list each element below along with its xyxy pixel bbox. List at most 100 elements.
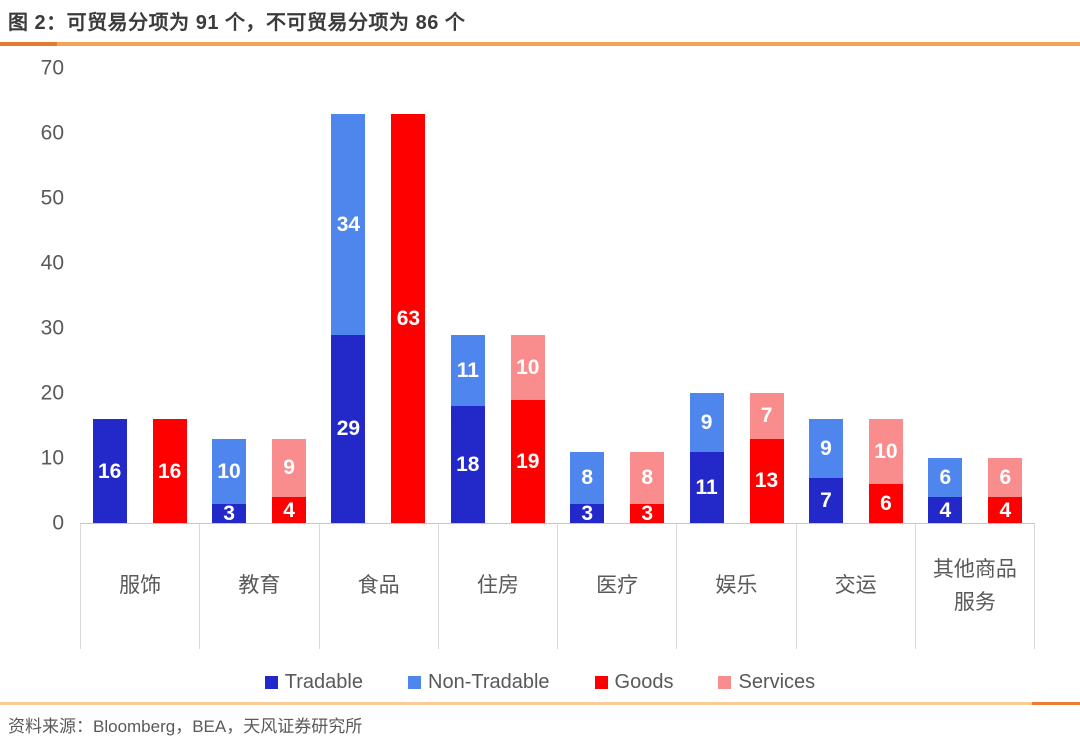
legend-label: Services	[738, 671, 816, 693]
chart-area: 0 10 20 30 40 50 60 70 16 16 3 10 4 9 29 34 63 18 11 19 10 3…	[0, 58, 1080, 534]
bar-value-label: 18	[456, 453, 480, 476]
bar-value-label: 7	[820, 488, 832, 512]
category-label: 医疗	[557, 524, 676, 649]
bar-segment: 10	[868, 419, 903, 484]
legend-swatch	[594, 676, 608, 689]
footer-rule	[0, 702, 1080, 705]
source-note: 资料来源：Bloomberg，BEA，天风证券研究所	[8, 717, 363, 736]
category-label: 服饰	[80, 524, 199, 649]
bar-value-label: 9	[700, 410, 713, 434]
figure-header: 图 2：可贸易分项为 91 个，不可贸易分项为 86 个	[0, 0, 1080, 35]
y-axis: 0 10 20 30 40 50 60 70	[0, 58, 80, 534]
bar-segment: 7	[808, 477, 843, 523]
footer-rule-accent	[1032, 702, 1080, 705]
bar-value-label: 10	[516, 355, 540, 379]
bar-group: 7 9 6 10	[796, 68, 915, 523]
stacked-bar: 6 10	[868, 419, 903, 523]
bar-value-label: 8	[581, 466, 594, 489]
bar-segment: 3	[212, 501, 247, 525]
category-label: 住房	[437, 524, 557, 649]
category-label: 其他商品服务	[914, 524, 1035, 649]
bar-segment: 13	[749, 438, 784, 523]
bar-segment: 63	[391, 113, 426, 523]
stacked-bar: 63	[391, 113, 426, 523]
bar-segment: 4	[928, 497, 963, 523]
category-label: 娱乐	[676, 524, 795, 649]
y-tick-label: 10	[40, 446, 64, 470]
y-tick-label: 40	[40, 251, 64, 275]
legend-swatch	[718, 676, 732, 689]
bar-segment: 16	[152, 419, 187, 523]
bar-segment: 8	[570, 451, 605, 504]
bar-value-label: 63	[396, 306, 421, 330]
bar-segment: 6	[988, 458, 1023, 497]
stacked-bar: 19 10	[510, 334, 545, 523]
header-rule-accent	[0, 42, 57, 46]
bar-value-label: 9	[820, 436, 832, 460]
bar-group: 3 10 4 9	[199, 68, 318, 525]
bar-value-label: 16	[98, 459, 122, 483]
y-tick-label: 60	[40, 121, 64, 145]
bar-segment: 9	[689, 393, 724, 452]
plot-area: 16 16 3 10 4 9 29 34 63 18 11 19 10 3 8 3 8 11 9 13 7 7 9 6 10 4 6…	[80, 68, 1035, 524]
bar-segment: 18	[450, 406, 485, 523]
y-tick-label: 30	[40, 316, 64, 340]
figure-title: 图 2：可贸易分项为 91 个，不可贸易分项为 86 个	[8, 12, 466, 34]
bar-value-label: 11	[456, 358, 479, 382]
x-axis: 服饰 教育 食品 住房 医疗 娱乐 交运 其他商品服务	[80, 524, 1035, 649]
bar-group: 16 16	[80, 68, 199, 523]
y-tick-label: 0	[52, 511, 64, 535]
figure-footer: 资料来源：Bloomberg，BEA，天风证券研究所	[0, 702, 1080, 746]
bar-value-label: 10	[874, 440, 898, 463]
bar-value-label: 6	[939, 466, 952, 489]
bar-segment: 11	[689, 451, 724, 523]
legend-label: Non-Tradable	[428, 671, 550, 693]
bar-value-label: 4	[939, 498, 952, 522]
bar-segment: 29	[331, 334, 366, 523]
bar-value-label: 4	[999, 498, 1012, 522]
bar-segment: 3	[570, 503, 605, 524]
stacked-bar: 13 7	[749, 393, 784, 523]
category-label: 教育	[199, 524, 318, 649]
y-tick-label: 70	[40, 56, 64, 80]
bar-segment: 11	[450, 334, 485, 406]
bar-value-label: 19	[516, 449, 540, 473]
legend: Tradable Non-Tradable Goods Services	[0, 671, 1080, 694]
bar-segment: 10	[510, 334, 545, 400]
bar-value-label: 10	[217, 459, 241, 483]
legend-swatch	[408, 676, 421, 689]
bar-segment: 8	[630, 451, 665, 504]
bar-value-label: 34	[336, 212, 361, 236]
y-tick-label: 50	[40, 186, 64, 210]
bar-segment: 34	[331, 113, 366, 335]
bar-value-label: 7	[760, 404, 773, 428]
bar-value-label: 8	[641, 466, 654, 489]
bar-segment: 9	[272, 438, 307, 497]
category-label: 交运	[795, 524, 915, 649]
bar-value-label: 3	[223, 501, 235, 525]
bar-value-label: 3	[641, 501, 654, 525]
stacked-bar: 16	[92, 419, 127, 523]
bar-group: 18 11 19 10	[438, 68, 557, 523]
bar-segment: 6	[928, 458, 963, 497]
bar-segment: 3	[630, 501, 665, 525]
stacked-bar: 18 11	[450, 334, 485, 523]
bar-segment: 4	[272, 497, 307, 523]
bar-segment: 6	[868, 484, 903, 523]
bar-segment: 7	[749, 393, 784, 439]
bar-segment: 4	[988, 497, 1023, 523]
bar-value-label: 29	[336, 417, 361, 441]
legend-item: Non-Tradable	[408, 671, 550, 694]
legend-label: Goods	[614, 671, 674, 693]
stacked-bar: 3 10	[212, 438, 247, 525]
bar-segment: 10	[212, 438, 247, 504]
stacked-bar: 11 9	[689, 393, 724, 523]
bar-value-label: 13	[754, 469, 779, 493]
legend-item: Goods	[594, 671, 674, 694]
bar-segment: 19	[510, 399, 545, 523]
